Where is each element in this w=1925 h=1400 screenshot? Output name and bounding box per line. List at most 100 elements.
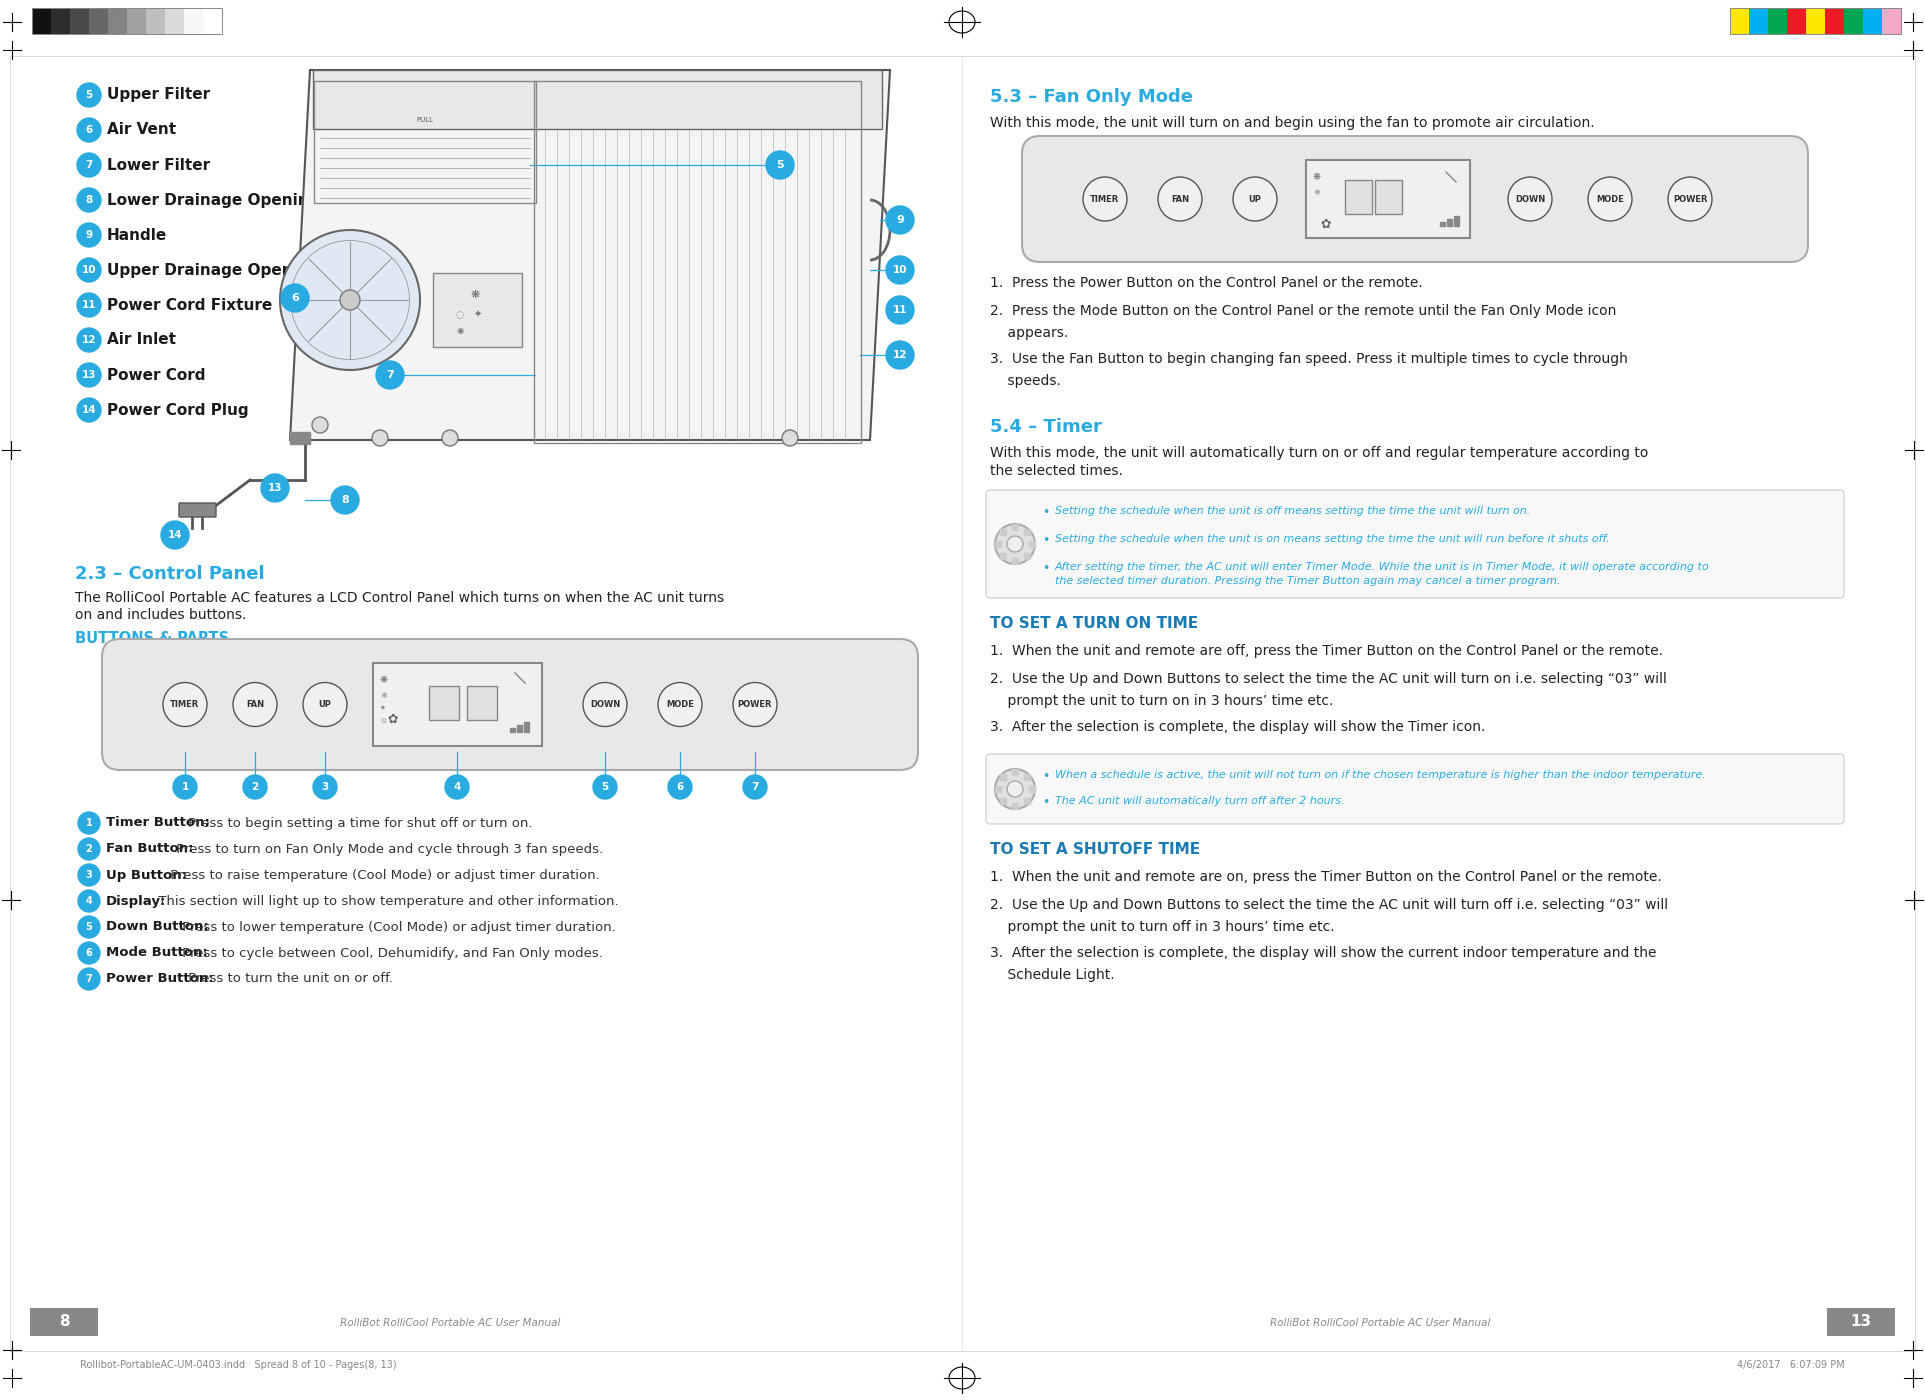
Circle shape: [77, 398, 100, 421]
Text: Press to lower temperature (Cool Mode) or adjust timer duration.: Press to lower temperature (Cool Mode) o…: [177, 921, 616, 934]
Text: 6: 6: [291, 293, 298, 302]
Text: ❋: ❋: [470, 290, 479, 300]
Circle shape: [1667, 176, 1711, 221]
Text: 2.  Use the Up and Down Buttons to select the time the AC unit will turn on i.e.: 2. Use the Up and Down Buttons to select…: [989, 672, 1667, 686]
Bar: [510, 728, 516, 732]
Circle shape: [1007, 536, 1022, 552]
Text: DOWN: DOWN: [1515, 195, 1546, 203]
Text: Upper Filter: Upper Filter: [108, 87, 210, 102]
Circle shape: [331, 486, 358, 514]
Text: 8: 8: [58, 1315, 69, 1330]
Circle shape: [164, 683, 208, 727]
Text: Handle: Handle: [108, 227, 167, 242]
Text: prompt the unit to turn on in 3 hours’ time etc.: prompt the unit to turn on in 3 hours’ t…: [989, 694, 1334, 708]
Text: 6: 6: [676, 783, 683, 792]
Text: TO SET A TURN ON TIME: TO SET A TURN ON TIME: [989, 616, 1197, 631]
Circle shape: [79, 864, 100, 886]
Bar: [127, 8, 146, 34]
Bar: [1825, 8, 1844, 34]
Text: Timer Button:: Timer Button:: [106, 816, 210, 829]
Text: the selected times.: the selected times.: [989, 463, 1122, 477]
Circle shape: [79, 812, 100, 834]
Circle shape: [281, 284, 310, 312]
Text: ❄: ❄: [379, 692, 387, 700]
Circle shape: [77, 223, 100, 246]
Circle shape: [658, 683, 703, 727]
Text: POWER: POWER: [737, 700, 772, 708]
Circle shape: [1234, 176, 1276, 221]
Text: Power Cord Plug: Power Cord Plug: [108, 403, 248, 417]
Bar: [291, 433, 310, 444]
Text: 2.  Use the Up and Down Buttons to select the time the AC unit will turn off i.e: 2. Use the Up and Down Buttons to select…: [989, 897, 1669, 911]
Text: The RolliCool Portable AC features a LCD Control Panel which turns on when the A: The RolliCool Portable AC features a LCD…: [75, 591, 724, 605]
Bar: [1013, 804, 1018, 809]
Bar: [185, 8, 202, 34]
Circle shape: [279, 230, 420, 370]
Bar: [1883, 8, 1902, 34]
Text: TIMER: TIMER: [171, 700, 200, 708]
FancyBboxPatch shape: [986, 490, 1844, 598]
Text: Display:: Display:: [106, 895, 166, 907]
FancyBboxPatch shape: [1346, 181, 1373, 214]
Text: •: •: [1041, 797, 1049, 809]
Text: 11: 11: [81, 300, 96, 309]
Text: 14: 14: [81, 405, 96, 414]
Circle shape: [445, 776, 470, 799]
Text: 2.3 – Control Panel: 2.3 – Control Panel: [75, 566, 264, 582]
Circle shape: [593, 776, 618, 799]
Text: 13: 13: [81, 370, 96, 379]
Text: 3.  Use the Fan Button to begin changing fan speed. Press it multiple times to c: 3. Use the Fan Button to begin changing …: [989, 351, 1629, 365]
Circle shape: [77, 293, 100, 316]
Bar: [1453, 216, 1459, 225]
Text: TIMER: TIMER: [1090, 195, 1120, 203]
Bar: [1013, 769, 1018, 776]
Text: 7: 7: [85, 160, 92, 169]
Circle shape: [312, 417, 327, 433]
Circle shape: [302, 683, 346, 727]
FancyBboxPatch shape: [1827, 1308, 1894, 1336]
Text: Press to turn the unit on or off.: Press to turn the unit on or off.: [185, 973, 393, 986]
Text: 1.  When the unit and remote are off, press the Timer Button on the Control Pane: 1. When the unit and remote are off, pre…: [989, 644, 1663, 658]
Text: Fan Button:: Fan Button:: [106, 843, 194, 855]
Text: 7: 7: [751, 783, 758, 792]
Circle shape: [782, 430, 799, 447]
FancyBboxPatch shape: [179, 503, 216, 517]
FancyBboxPatch shape: [373, 664, 543, 746]
Bar: [999, 529, 1007, 535]
Text: When a schedule is active, the unit will not turn on if the chosen temperature i: When a schedule is active, the unit will…: [1055, 770, 1706, 780]
FancyBboxPatch shape: [468, 686, 497, 720]
Bar: [202, 8, 221, 34]
Text: Power Cord: Power Cord: [108, 367, 206, 382]
Bar: [999, 774, 1007, 780]
Text: 2: 2: [252, 783, 258, 792]
Text: Upper Drainage Opening: Upper Drainage Opening: [108, 263, 320, 277]
FancyBboxPatch shape: [314, 70, 882, 129]
Text: 8: 8: [341, 496, 348, 505]
Bar: [999, 798, 1007, 804]
Bar: [518, 725, 522, 732]
Circle shape: [243, 776, 268, 799]
Circle shape: [1159, 176, 1201, 221]
Bar: [1731, 8, 1750, 34]
Text: ✦: ✦: [474, 309, 481, 321]
Bar: [1767, 8, 1786, 34]
Bar: [1750, 8, 1767, 34]
Circle shape: [233, 683, 277, 727]
Text: Lower Drainage Opening: Lower Drainage Opening: [108, 192, 320, 207]
Text: 8: 8: [85, 195, 92, 204]
Text: TO SET A SHUTOFF TIME: TO SET A SHUTOFF TIME: [989, 841, 1199, 857]
Text: Down Button:: Down Button:: [106, 921, 208, 934]
Bar: [1786, 8, 1806, 34]
Text: ❋: ❋: [379, 675, 389, 685]
Text: 4: 4: [85, 896, 92, 906]
Text: MODE: MODE: [666, 700, 693, 708]
Text: appears.: appears.: [989, 326, 1068, 340]
Text: speeds.: speeds.: [989, 374, 1061, 388]
Bar: [995, 540, 1001, 547]
Text: 3: 3: [85, 869, 92, 881]
Circle shape: [1507, 176, 1552, 221]
Bar: [524, 722, 529, 732]
Text: Up Button:: Up Button:: [106, 868, 187, 882]
Bar: [1448, 218, 1451, 225]
Text: •: •: [1041, 505, 1049, 519]
